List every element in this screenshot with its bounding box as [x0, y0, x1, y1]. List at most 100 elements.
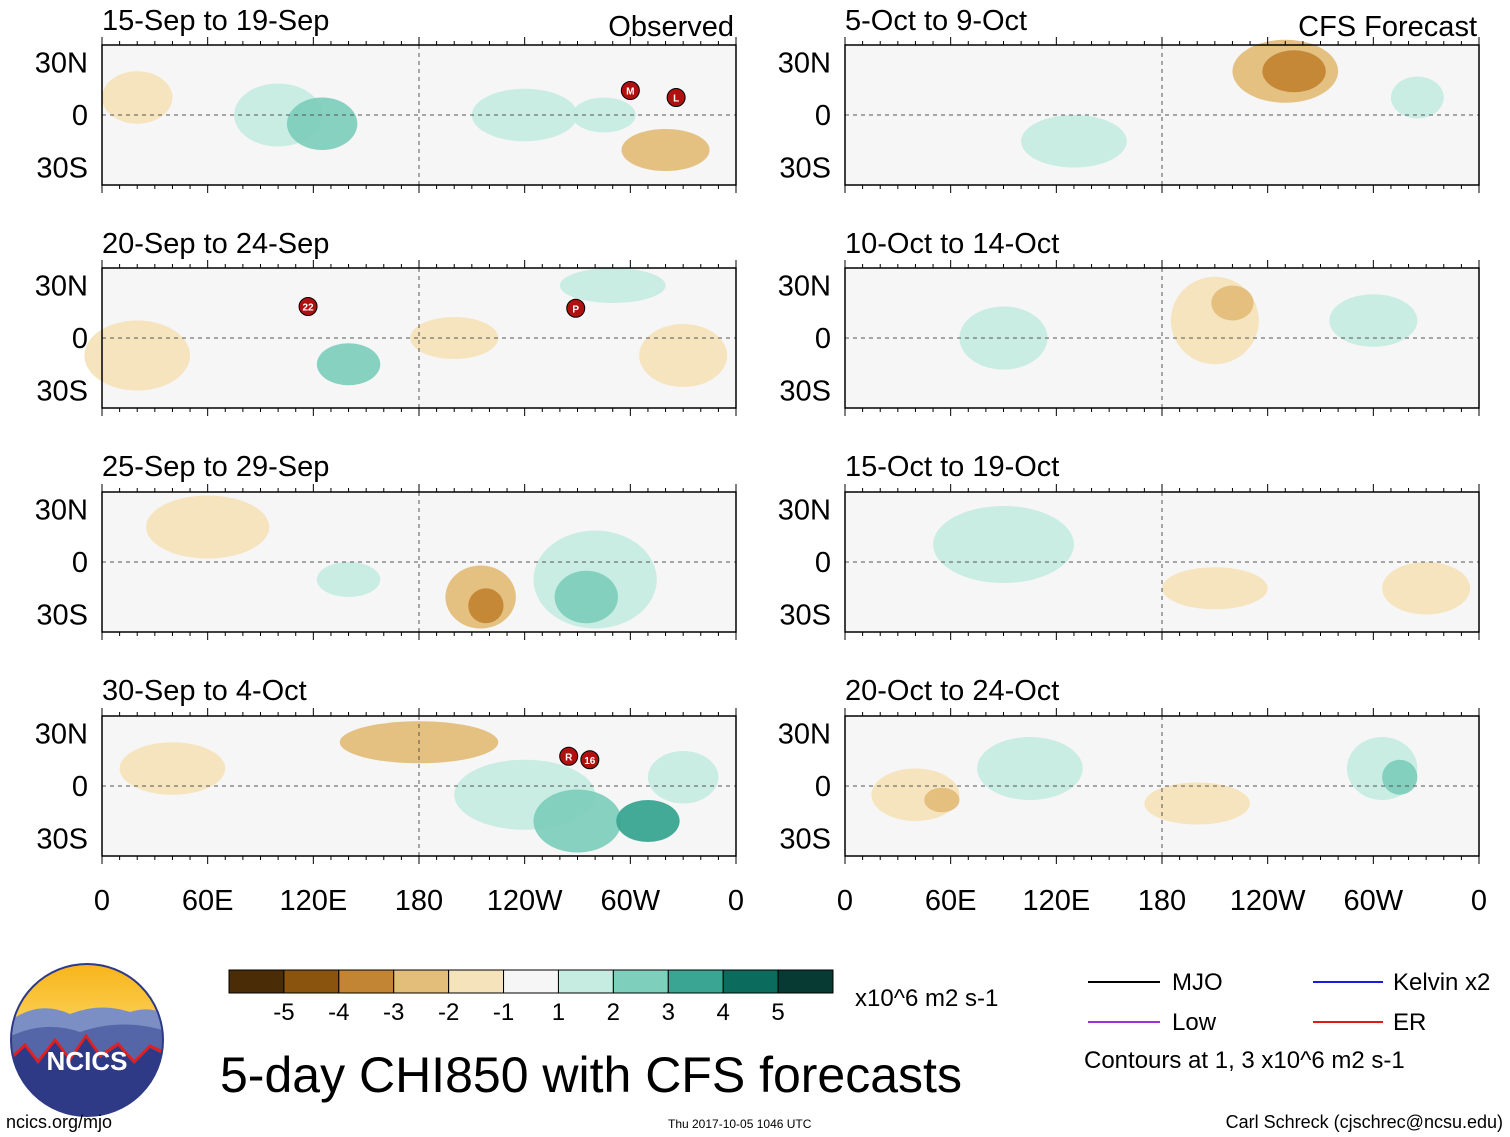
legend-label-er: ER — [1393, 1009, 1426, 1036]
lon-tick-label: 120W — [487, 885, 563, 917]
colorbar-swatch — [448, 969, 505, 994]
lat-tick-label: 0 — [815, 323, 831, 355]
lon-tick-label: 120W — [1230, 885, 1306, 917]
storm-marker: M — [620, 81, 640, 100]
colorbar-label: -3 — [383, 999, 404, 1026]
lat-tick-label: 0 — [72, 547, 88, 579]
colorbar-swatch — [503, 969, 559, 994]
map-panel: 30N 0 30S 25-Sep to 29-Sep — [35, 451, 737, 640]
storm-marker-label: M — [626, 87, 634, 98]
lat-tick-label: 30N — [778, 495, 831, 527]
anomaly-patch — [572, 97, 636, 133]
anomaly-patch — [286, 97, 358, 150]
lat-tick-label: 30S — [36, 376, 88, 408]
ncics-logo: NCICS — [10, 963, 164, 1117]
colorbar-label: -1 — [493, 999, 514, 1026]
panel-title: 10-Oct to 14-Oct — [845, 228, 1059, 260]
anomaly-patch — [647, 751, 719, 804]
anomaly-patch — [639, 324, 728, 387]
lat-tick-label: 30S — [36, 824, 88, 856]
lon-tick-label: 0 — [94, 885, 110, 917]
map-panel: 30N 0 30S 5-Oct to 9-Oct CFS Forecast — [778, 5, 1480, 193]
storm-marker-label: R — [565, 752, 573, 763]
lat-tick-label: 30N — [35, 48, 88, 80]
anomaly-patch — [1162, 567, 1268, 610]
map-panel: 30N 0 30S 15-Oct to 19-Oct — [778, 451, 1480, 640]
panel-title: 20-Sep to 24-Sep — [102, 228, 329, 260]
storm-marker: 22 — [298, 297, 318, 316]
lat-tick-label: 30N — [778, 48, 831, 80]
lat-tick-label: 30S — [779, 153, 831, 185]
anomaly-patch — [102, 71, 173, 124]
storm-marker: 16 — [580, 750, 600, 770]
anomaly-patch — [924, 787, 960, 813]
anomaly-patch — [316, 343, 381, 386]
anomaly-patch — [146, 495, 270, 559]
panel-title: 25-Sep to 29-Sep — [102, 451, 329, 483]
lon-tick-label: 0 — [1471, 885, 1487, 917]
colorbar-label: 1 — [552, 999, 565, 1026]
timestamp: Thu 2017-10-05 1046 UTC — [668, 1117, 812, 1131]
panel-title: 5-Oct to 9-Oct — [845, 5, 1027, 37]
colorbar-swatch — [283, 969, 340, 994]
storm-marker-label: P — [572, 304, 579, 315]
panel-title: 20-Oct to 24-Oct — [845, 675, 1059, 707]
lon-tick-label: 60W — [1344, 885, 1404, 917]
column-label: CFS Forecast — [1298, 11, 1477, 43]
colorbar-swatch — [557, 969, 614, 994]
anomaly-patch — [1390, 76, 1444, 119]
colorbar-swatch — [228, 969, 285, 994]
lat-tick-label: 30N — [778, 271, 831, 303]
lat-tick-label: 0 — [815, 100, 831, 132]
anomaly-patch — [616, 800, 680, 842]
lat-tick-label: 0 — [72, 100, 88, 132]
panel-title: 15-Oct to 19-Oct — [845, 451, 1059, 483]
panel-title: 30-Sep to 4-Oct — [102, 675, 307, 707]
author: Carl Schreck (cjschrec@ncsu.edu) — [1226, 1112, 1503, 1132]
lon-tick-label: 180 — [395, 885, 443, 917]
lon-tick-label: 60W — [601, 885, 661, 917]
anomaly-patch — [533, 789, 622, 853]
colorbar-label: 3 — [662, 999, 675, 1026]
anomaly-patch — [621, 129, 710, 171]
lat-tick-label: 30S — [779, 600, 831, 632]
storm-marker-label: 16 — [584, 756, 596, 767]
figure-title: 5-day CHI850 with CFS forecasts — [220, 1047, 962, 1103]
legend-label-low: Low — [1172, 1009, 1217, 1036]
lat-tick-label: 0 — [72, 323, 88, 355]
colorbar-label: -4 — [328, 999, 349, 1026]
anomaly-patch — [554, 570, 619, 624]
lat-tick-label: 0 — [72, 771, 88, 803]
anomaly-patch — [84, 320, 191, 391]
colorbar-label: 4 — [717, 999, 730, 1026]
lat-tick-label: 30N — [35, 271, 88, 303]
colorbar-swatch — [667, 969, 724, 994]
lat-tick-label: 30S — [36, 153, 88, 185]
lon-tick-label: 180 — [1138, 885, 1186, 917]
anomaly-patch — [1329, 294, 1418, 347]
site-url: ncics.org/mjo — [6, 1112, 112, 1132]
panel-title: 15-Sep to 19-Sep — [102, 5, 329, 37]
anomaly-patch — [1382, 759, 1418, 795]
colorbar-swatch — [612, 969, 669, 994]
colorbar: -5 -4 -3 -2 -1 1 2 3 4 5 — [228, 969, 834, 1026]
map-panel: 30N 0 30S 10-Oct to 14-Oct — [778, 228, 1480, 416]
colorbar-swatch — [722, 969, 779, 994]
colorbar-label: -2 — [438, 999, 459, 1026]
lon-tick-label: 0 — [728, 885, 744, 917]
storm-marker: P — [566, 298, 586, 318]
anomaly-patch — [316, 562, 381, 597]
contour-note: Contours at 1, 3 x10^6 m2 s-1 — [1084, 1047, 1405, 1074]
storm-marker-label: 22 — [302, 303, 314, 314]
anomaly-patch — [959, 306, 1048, 370]
lat-tick-label: 30S — [779, 376, 831, 408]
colorbar-units: x10^6 m2 s-1 — [855, 985, 998, 1012]
anomaly-patch — [977, 737, 1083, 800]
anomaly-patch — [1144, 782, 1251, 825]
logo-text: NCICS — [47, 1046, 128, 1076]
anomaly-patch — [1021, 115, 1127, 168]
anomaly-patch — [1211, 285, 1254, 321]
lat-tick-label: 30N — [35, 719, 88, 751]
lat-tick-label: 0 — [815, 771, 831, 803]
